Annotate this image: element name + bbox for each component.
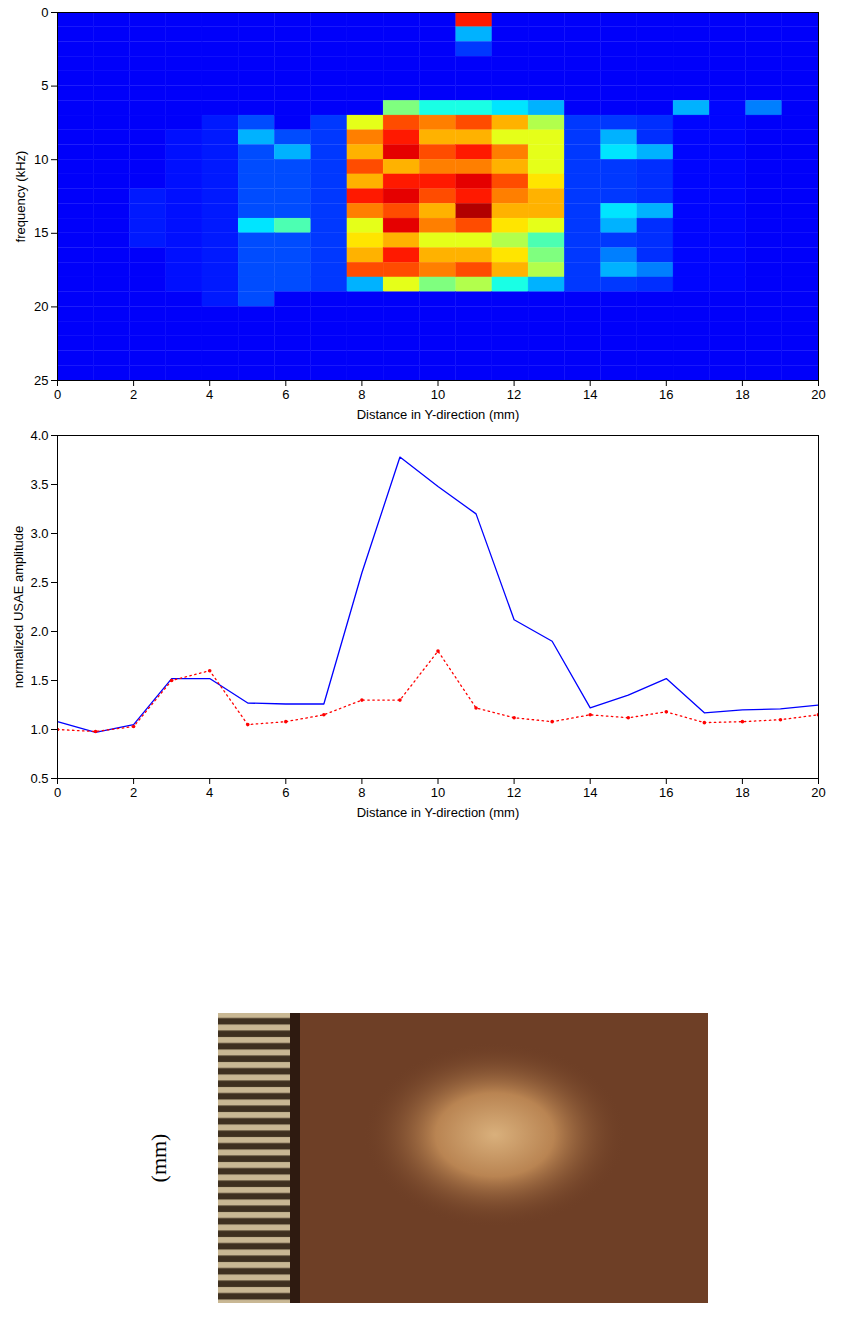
svg-text:6: 6 <box>282 785 289 800</box>
svg-text:12: 12 <box>507 387 521 402</box>
svg-text:18: 18 <box>735 387 749 402</box>
svg-text:frequency (kHz): frequency (kHz) <box>13 151 28 243</box>
svg-text:12: 12 <box>507 785 521 800</box>
svg-text:16: 16 <box>659 785 673 800</box>
svg-text:25: 25 <box>34 373 48 388</box>
svg-text:10: 10 <box>431 785 445 800</box>
svg-text:10: 10 <box>431 387 445 402</box>
svg-text:normalized USAE amplitude: normalized USAE amplitude <box>11 526 26 689</box>
svg-text:14: 14 <box>583 785 597 800</box>
svg-text:5: 5 <box>41 78 48 93</box>
svg-text:3.5: 3.5 <box>30 477 48 492</box>
svg-text:0.5: 0.5 <box>30 771 48 786</box>
svg-text:1.0: 1.0 <box>30 722 48 737</box>
svg-text:2: 2 <box>130 387 137 402</box>
svg-text:15: 15 <box>34 225 48 240</box>
svg-text:20: 20 <box>811 785 825 800</box>
svg-text:Distance in Y-direction (mm): Distance in Y-direction (mm) <box>357 805 520 820</box>
svg-text:2.5: 2.5 <box>30 575 48 590</box>
svg-text:10: 10 <box>34 152 48 167</box>
svg-text:4: 4 <box>206 387 213 402</box>
svg-text:(mm): (mm) <box>146 1134 171 1183</box>
svg-text:1.5: 1.5 <box>30 673 48 688</box>
svg-text:6: 6 <box>282 387 289 402</box>
svg-text:4.0: 4.0 <box>30 428 48 443</box>
svg-text:0: 0 <box>54 387 61 402</box>
svg-text:2.0: 2.0 <box>30 624 48 639</box>
svg-text:8: 8 <box>358 387 365 402</box>
svg-text:3.0: 3.0 <box>30 526 48 541</box>
svg-text:20: 20 <box>34 299 48 314</box>
svg-text:20: 20 <box>811 387 825 402</box>
svg-text:0: 0 <box>41 5 48 20</box>
svg-text:14: 14 <box>583 387 597 402</box>
svg-text:8: 8 <box>358 785 365 800</box>
svg-text:2: 2 <box>130 785 137 800</box>
svg-text:18: 18 <box>735 785 749 800</box>
svg-text:4: 4 <box>206 785 213 800</box>
svg-text:16: 16 <box>659 387 673 402</box>
svg-text:0: 0 <box>54 785 61 800</box>
svg-text:Distance in Y-direction (mm): Distance in Y-direction (mm) <box>357 407 520 422</box>
